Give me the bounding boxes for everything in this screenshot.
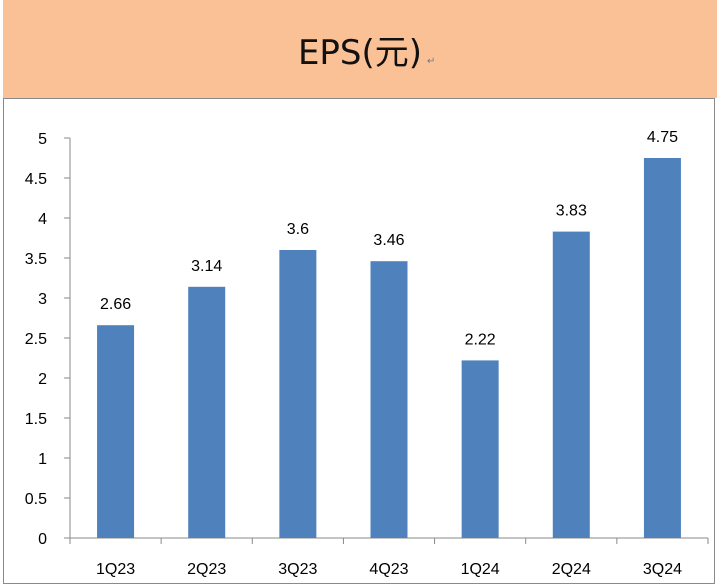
bar-1q23 bbox=[97, 325, 135, 538]
bar-3q24 bbox=[643, 158, 681, 538]
bar-1q24 bbox=[461, 360, 499, 538]
y-tick-label: 1.5 bbox=[25, 411, 47, 428]
chart-title: EPS(元) bbox=[297, 32, 423, 73]
y-tick-label: 2.5 bbox=[25, 331, 47, 348]
bar-2q23 bbox=[188, 286, 226, 538]
bar-3q23 bbox=[279, 250, 317, 538]
bar-4q23 bbox=[370, 261, 408, 538]
x-tick-label: 3Q23 bbox=[278, 561, 317, 578]
bar-2q24 bbox=[552, 231, 590, 538]
data-label: 3.46 bbox=[373, 232, 404, 249]
y-tick-label: 0.5 bbox=[25, 491, 47, 508]
y-tick-label: 0 bbox=[38, 531, 47, 548]
x-tick-label: 1Q23 bbox=[96, 561, 135, 578]
y-tick-label: 4.5 bbox=[25, 171, 47, 188]
data-label: 4.75 bbox=[647, 129, 678, 146]
x-tick-label: 3Q24 bbox=[643, 561, 682, 578]
y-tick-label: 1 bbox=[38, 451, 47, 468]
return-mark: ↵ bbox=[427, 56, 436, 67]
y-tick-label: 3.5 bbox=[25, 251, 47, 268]
chart-header: EPS(元) ↵ bbox=[3, 0, 717, 98]
x-tick-label: 4Q23 bbox=[369, 561, 408, 578]
y-tick-label: 3 bbox=[38, 291, 47, 308]
data-label: 2.66 bbox=[100, 296, 131, 313]
data-label: 3.83 bbox=[556, 203, 587, 220]
data-label: 3.14 bbox=[191, 258, 222, 275]
y-tick-label: 4 bbox=[38, 211, 47, 228]
data-label: 2.22 bbox=[465, 331, 496, 348]
y-tick-label: 2 bbox=[38, 371, 47, 388]
data-label: 3.6 bbox=[287, 221, 309, 238]
x-tick-label: 2Q23 bbox=[187, 561, 226, 578]
x-tick-label: 2Q24 bbox=[552, 561, 591, 578]
x-tick-label: 1Q24 bbox=[461, 561, 500, 578]
y-tick-label: 5 bbox=[38, 131, 47, 148]
